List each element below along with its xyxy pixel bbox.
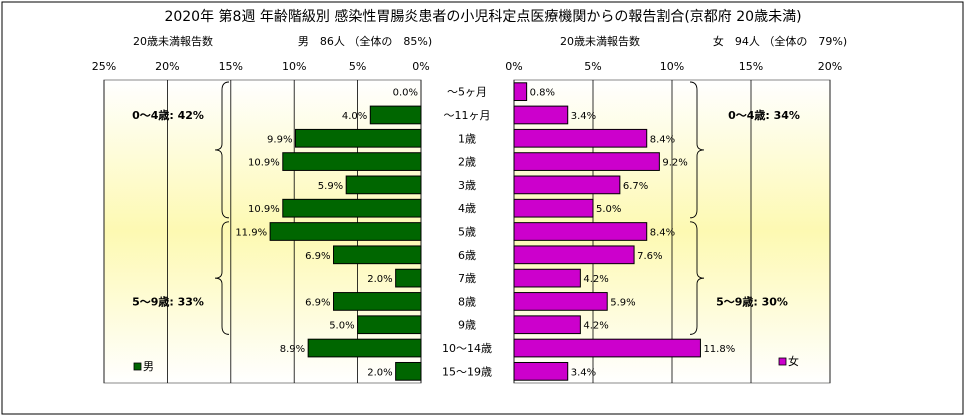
female-data-label: 5.9% bbox=[610, 297, 635, 308]
male-bar bbox=[333, 292, 422, 311]
female-legend-swatch bbox=[778, 357, 787, 366]
male-data-label: 6.9% bbox=[305, 297, 330, 308]
female-bar bbox=[513, 292, 608, 311]
female-bar bbox=[513, 128, 648, 148]
male-data-label: 2.0% bbox=[367, 367, 392, 378]
female-data-label: 4.2% bbox=[583, 321, 608, 332]
male-data-label: 5.9% bbox=[318, 181, 343, 192]
right-panel: 0% 5% 10% 15% 20% 0.8% 3.4% 8.4% 9.2% 6.7% 5.0% 8.4… bbox=[505, 60, 842, 384]
female-legend-label: 女 bbox=[788, 354, 799, 368]
category-label: 5歳 bbox=[458, 226, 476, 239]
left-panel: 25% 20% 15% 10% 5% 0% 0.0% 4.0% 9.9% 10.9% 5.9% 10.… bbox=[92, 60, 430, 384]
category-labels: ～5ヶ月 ～11ヶ月 1歳 2歳 3歳 4歳 5歳 6歳 7歳 8歳 9歳 10～14歳 15～19歳 bbox=[442, 86, 492, 379]
female-bar bbox=[513, 338, 701, 358]
annotations: 0～4歳: 42% 5～9歳: 33% 0～4歳: 34% 5～9歳: 30% 男 女 bbox=[132, 81, 800, 373]
left-x-tick-label: 20% bbox=[155, 60, 179, 73]
male-bar bbox=[395, 268, 422, 288]
male-data-label: 6.9% bbox=[305, 251, 330, 262]
left-x-tick-label: 5% bbox=[349, 60, 366, 73]
male-bar bbox=[269, 222, 422, 241]
male-bar bbox=[357, 315, 422, 335]
category-label: 9歳 bbox=[458, 319, 476, 332]
category-label: 2歳 bbox=[458, 156, 476, 169]
female-data-label: 5.0% bbox=[596, 204, 621, 215]
male-data-label: 5.0% bbox=[329, 321, 354, 332]
category-label: ～11ヶ月 bbox=[444, 109, 491, 122]
female-data-label: 8.4% bbox=[650, 134, 675, 145]
male-data-label: 10.9% bbox=[248, 204, 280, 215]
male-bar bbox=[282, 152, 422, 171]
female-bar bbox=[513, 82, 528, 102]
left-brace-0-4 bbox=[214, 81, 230, 219]
male-group-0-4-label: 0～4歳: 42% bbox=[132, 108, 204, 122]
male-bar bbox=[282, 198, 422, 218]
male-bar bbox=[333, 245, 422, 265]
female-data-label: 6.7% bbox=[623, 181, 648, 192]
female-bar bbox=[513, 315, 581, 335]
left-x-tick-label: 10% bbox=[282, 60, 306, 73]
left-x-tick-label: 15% bbox=[219, 60, 243, 73]
female-bar bbox=[513, 152, 660, 171]
female-bar bbox=[513, 175, 621, 195]
category-label: 1歳 bbox=[458, 132, 476, 145]
female-data-label: 3.4% bbox=[571, 111, 596, 122]
female-data-label: 7.6% bbox=[637, 251, 662, 262]
left-x-tick-label: 0% bbox=[412, 60, 429, 73]
female-bar bbox=[513, 268, 581, 288]
right-brace-0-4 bbox=[689, 81, 705, 219]
female-data-label: 3.4% bbox=[571, 367, 596, 378]
female-data-label: 11.8% bbox=[703, 344, 735, 355]
male-data-label: 10.9% bbox=[248, 158, 280, 169]
male-data-label: 0.0% bbox=[393, 88, 418, 99]
category-label: ～5ヶ月 bbox=[447, 86, 487, 99]
female-bar bbox=[513, 245, 635, 265]
category-label: 4歳 bbox=[458, 202, 476, 215]
category-label: 8歳 bbox=[458, 295, 476, 308]
left-header-count: 20歳未満報告数 bbox=[133, 35, 213, 48]
left-header-male: 男 86人 （全体の 85%) bbox=[298, 34, 432, 48]
chart-title: 2020年 第8週 年齢階級別 感染性胃腸炎患者の小児科定点医療機関からの報告割… bbox=[164, 8, 801, 25]
right-x-tick-label: 0% bbox=[505, 60, 522, 73]
male-bar bbox=[294, 128, 422, 148]
female-bar bbox=[513, 105, 569, 125]
male-data-label: 11.9% bbox=[235, 228, 267, 239]
left-x-tick-label: 25% bbox=[92, 60, 116, 73]
female-group-0-4-label: 0～4歳: 34% bbox=[728, 108, 800, 122]
right-x-tick-label: 15% bbox=[739, 60, 763, 73]
right-x-tick-label: 20% bbox=[818, 60, 842, 73]
category-label: 10～14歳 bbox=[442, 342, 492, 355]
male-legend-swatch bbox=[133, 362, 142, 371]
right-x-tick-label: 10% bbox=[660, 60, 684, 73]
male-data-label: 4.0% bbox=[342, 111, 367, 122]
category-label: 6歳 bbox=[458, 249, 476, 262]
right-x-tick-label: 5% bbox=[584, 60, 601, 73]
left-brace-5-9 bbox=[214, 221, 230, 335]
female-bar bbox=[513, 361, 569, 381]
category-label: 7歳 bbox=[458, 272, 476, 285]
female-group-5-9-label: 5～9歳: 30% bbox=[716, 294, 788, 308]
male-data-label: 8.9% bbox=[280, 344, 305, 355]
male-group-5-9-label: 5～9歳: 33% bbox=[132, 294, 204, 308]
male-bar bbox=[395, 361, 422, 381]
female-bar bbox=[513, 222, 648, 241]
female-bar bbox=[513, 198, 594, 218]
category-label: 3歳 bbox=[458, 179, 476, 192]
female-data-label: 4.2% bbox=[583, 274, 608, 285]
right-header-female: 女 94人 （全体の 79%) bbox=[713, 34, 847, 48]
female-data-label: 9.2% bbox=[662, 158, 687, 169]
category-label: 15～19歳 bbox=[442, 365, 492, 378]
male-bar bbox=[307, 338, 422, 358]
female-data-label: 0.8% bbox=[530, 88, 555, 99]
right-header-count: 20歳未満報告数 bbox=[560, 35, 640, 48]
male-data-label: 9.9% bbox=[267, 134, 292, 145]
male-bar bbox=[369, 105, 422, 125]
female-data-label: 8.4% bbox=[650, 228, 675, 239]
male-data-label: 2.0% bbox=[367, 274, 392, 285]
right-brace-5-9 bbox=[689, 221, 705, 335]
male-legend-label: 男 bbox=[143, 360, 154, 373]
male-bar bbox=[345, 175, 422, 195]
